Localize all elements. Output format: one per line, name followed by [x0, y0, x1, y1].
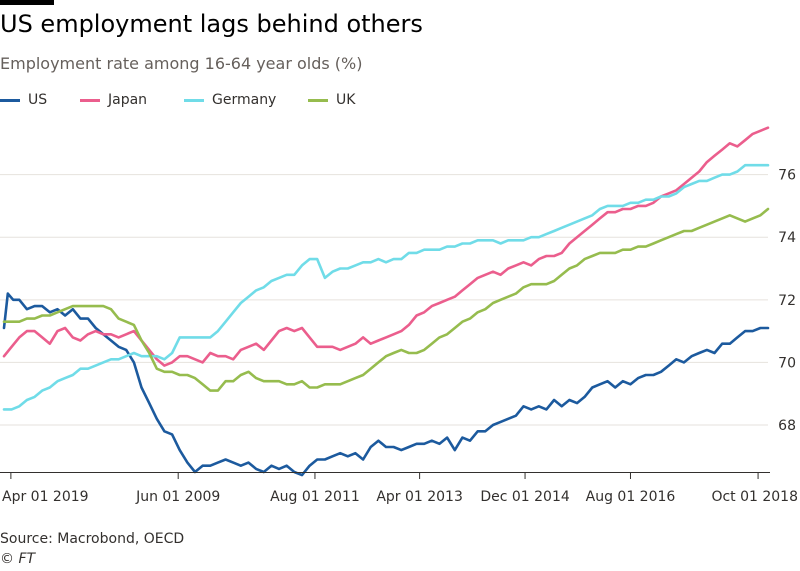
y-tick-label: 70: [778, 355, 796, 371]
y-tick-label: 68: [778, 418, 796, 434]
x-axis: Apr 01 2019 Jun 01 2009 Aug 01 2011 Apr 01 …: [0, 472, 798, 505]
source-note: Source: Macrobond, OECD: [0, 531, 185, 547]
series-line-japan: [2, 126, 770, 367]
x-tick-label: Apr 01 2019: [2, 489, 89, 505]
x-tick-label: Dec 01 2014: [480, 489, 570, 505]
legend-label-us: US: [28, 92, 48, 108]
legend-item-germany: Germany: [184, 92, 276, 108]
series-line-uk: [2, 207, 770, 392]
legend-swatch-uk: [308, 98, 328, 102]
legend-item-us: US: [0, 92, 47, 108]
x-tick-label: Oct 01 2018: [711, 489, 798, 505]
y-tick-label: 76: [778, 168, 796, 184]
x-tick-label: Aug 01 2011: [270, 489, 360, 505]
y-tick-label: 74: [778, 230, 796, 246]
legend-swatch-germany: [184, 98, 204, 102]
series-line-us: [2, 292, 770, 477]
x-tick-label: Aug 01 2016: [586, 489, 676, 505]
line-chart: 68 70 72 74 76 Apr 01 2019 Jun 01 2009 Aug 01 …: [0, 126, 798, 505]
series-line-germany: [2, 163, 770, 411]
x-tick-label: Jun 01 2009: [135, 489, 220, 505]
x-tick-label: Apr 01 2013: [376, 489, 463, 505]
legend-swatch-japan: [80, 98, 100, 102]
y-tick-label: 72: [778, 293, 796, 309]
legend-item-uk: UK: [308, 92, 355, 108]
legend-label-germany: Germany: [212, 92, 277, 108]
legend-label-japan: Japan: [108, 92, 148, 108]
grid: 68 70 72 74 76: [0, 168, 796, 434]
chart-subtitle: Employment rate among 16-64 year olds (%…: [0, 54, 363, 73]
legend-swatch-us: [0, 98, 20, 102]
brand-bar: [0, 0, 54, 5]
series-lines: [2, 126, 770, 477]
legend-label-uk: UK: [336, 92, 356, 108]
credit-note: © FT: [0, 551, 36, 567]
chart-title: US employment lags behind others: [0, 10, 423, 38]
legend-item-japan: Japan: [80, 92, 147, 108]
